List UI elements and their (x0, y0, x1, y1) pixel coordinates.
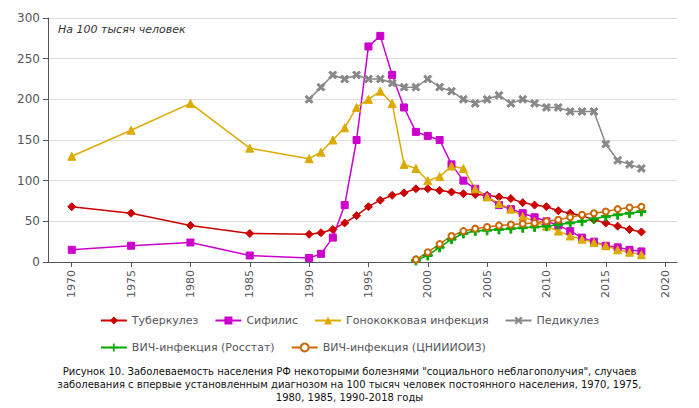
svg-text:250: 250 (17, 52, 40, 66)
svg-text:1980, 1985, 1990-2018 годы: 1980, 1985, 1990-2018 годы (276, 392, 423, 403)
svg-text:200: 200 (17, 92, 40, 106)
svg-text:1975: 1975 (125, 270, 138, 298)
svg-text:1980: 1980 (184, 270, 197, 298)
svg-text:100: 100 (17, 174, 40, 188)
svg-text:1985: 1985 (243, 270, 256, 298)
svg-text:2020: 2020 (659, 270, 672, 298)
svg-text:1990: 1990 (303, 270, 316, 298)
svg-text:Педикулез: Педикулез (537, 314, 600, 327)
svg-text:0: 0 (32, 255, 40, 269)
svg-text:Сифилис: Сифилис (246, 314, 298, 327)
svg-text:Туберкулез: Туберкулез (131, 314, 199, 327)
svg-text:На 100 тысяч человек: На 100 тысяч человек (58, 23, 186, 36)
svg-text:ВИЧ-инфекция (ЦНИИИОИЗ): ВИЧ-инфекция (ЦНИИИОИЗ) (323, 341, 486, 354)
svg-text:2010: 2010 (540, 270, 553, 298)
svg-text:50: 50 (25, 214, 40, 228)
svg-text:2005: 2005 (481, 270, 494, 298)
svg-text:1970: 1970 (65, 270, 78, 298)
svg-text:ВИЧ-инфекция (Росстат): ВИЧ-инфекция (Росстат) (132, 341, 275, 354)
svg-text:1995: 1995 (362, 270, 375, 298)
svg-text:2015: 2015 (599, 270, 612, 298)
svg-text:300: 300 (17, 11, 40, 25)
svg-text:Гонококковая инфекция: Гонококковая инфекция (346, 314, 489, 327)
svg-text:Рисунок 10. Заболеваемость нас: Рисунок 10. Заболеваемость населения РФ … (63, 366, 637, 377)
svg-text:заболевания с впервые установл: заболевания с впервые установленным диаг… (58, 379, 642, 390)
svg-text:150: 150 (17, 133, 40, 147)
svg-text:2000: 2000 (421, 270, 434, 298)
